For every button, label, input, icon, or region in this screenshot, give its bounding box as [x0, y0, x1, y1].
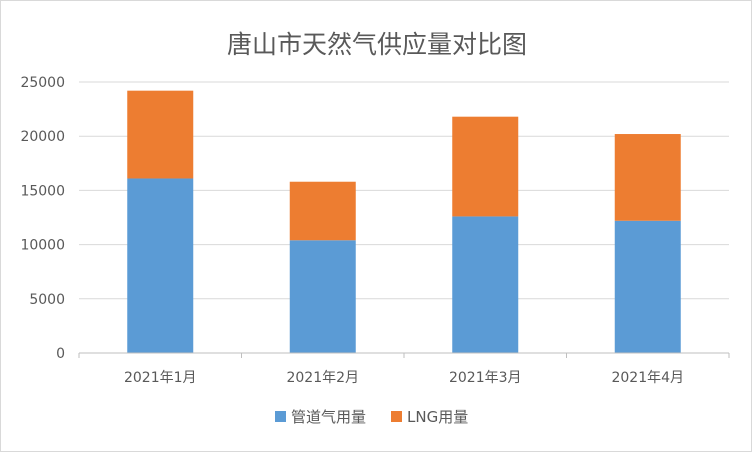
- y-tick-label: 15000: [20, 183, 65, 199]
- legend: 管道气用量 LNG用量: [275, 408, 468, 426]
- x-tick-label: 2021年3月: [449, 370, 522, 386]
- x-tick-label: 2021年1月: [124, 370, 197, 386]
- x-tick-label: 2021年2月: [286, 370, 359, 386]
- y-tick-label: 10000: [20, 238, 65, 254]
- y-tick-label: 20000: [20, 129, 65, 145]
- chart-title: 唐山市天然气供应量对比图: [227, 30, 527, 59]
- y-tick-label: 0: [56, 346, 65, 362]
- bar-pipeline-gas-4: [614, 220, 681, 353]
- bars-layer: [127, 90, 681, 353]
- legend-swatch-pipeline-gas: [275, 411, 286, 422]
- bar-pipeline-gas-2: [289, 240, 356, 353]
- bar-lng-1: [127, 90, 194, 179]
- axis-layer: 0 5000 10000 15000 20000 25000 2021年1月 2021年2月 2…: [20, 75, 730, 386]
- legend-label-pipeline-gas: 管道气用量: [291, 408, 366, 426]
- y-tick-label: 5000: [29, 292, 65, 308]
- bar-lng-3: [452, 116, 519, 217]
- bar-pipeline-gas-1: [127, 178, 194, 353]
- legend-swatch-lng: [391, 411, 402, 422]
- bar-pipeline-gas-3: [452, 216, 519, 353]
- legend-label-lng: LNG用量: [407, 408, 468, 426]
- y-tick-label: 25000: [20, 75, 65, 91]
- bar-lng-2: [289, 181, 356, 241]
- x-tick-label: 2021年4月: [611, 370, 684, 386]
- bar-lng-4: [614, 134, 681, 221]
